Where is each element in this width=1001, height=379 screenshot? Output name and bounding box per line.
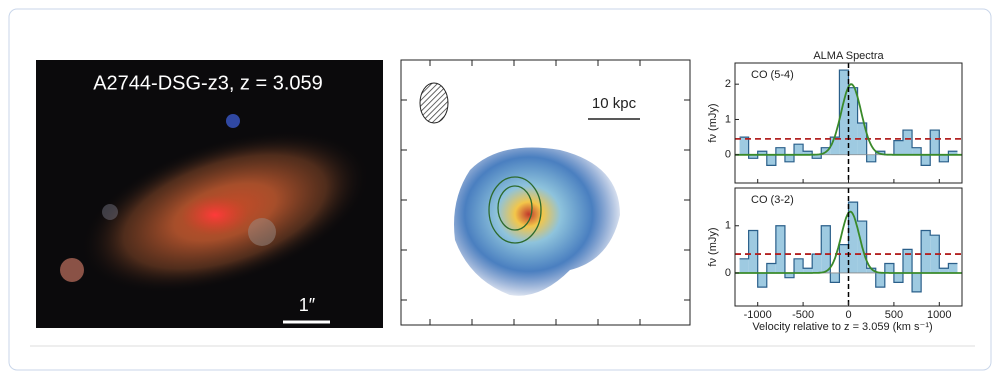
bar <box>921 154 931 166</box>
bar <box>857 123 867 155</box>
map-panel: 10 kpc <box>400 59 691 326</box>
bar <box>939 154 949 162</box>
image-panel: A2744-DSG-z3, z = 3.059 1″ <box>36 60 383 328</box>
y-tick-label: 0 <box>725 149 731 161</box>
bar <box>912 272 922 292</box>
y-tick-label: 0 <box>725 267 731 279</box>
x-tick-label: -500 <box>792 309 814 321</box>
panel-label: CO (5-4) <box>751 69 794 81</box>
bar <box>812 154 822 159</box>
bar <box>839 244 849 273</box>
bar <box>912 147 922 155</box>
bar <box>784 154 795 162</box>
bar <box>794 144 804 155</box>
bar <box>939 268 949 273</box>
bar <box>893 272 903 283</box>
bar <box>839 70 849 155</box>
bar <box>784 272 795 278</box>
x-tick-label: 0 <box>845 309 851 321</box>
bar <box>902 249 913 273</box>
bar <box>830 137 840 155</box>
bar <box>757 151 767 155</box>
bar <box>803 151 813 155</box>
bar <box>821 225 831 273</box>
x-tick-label: -1000 <box>744 309 772 321</box>
bar <box>948 263 958 273</box>
bar <box>748 230 758 273</box>
bar <box>830 272 840 283</box>
bar <box>893 140 903 155</box>
bar <box>775 147 785 155</box>
bar <box>884 263 894 273</box>
fit-curve <box>735 83 962 156</box>
bar <box>766 154 776 166</box>
bar <box>948 151 958 155</box>
bar <box>930 235 940 273</box>
bar <box>921 230 931 273</box>
bar <box>739 258 749 273</box>
bar <box>866 268 876 273</box>
bar <box>739 137 749 155</box>
bar <box>875 272 885 288</box>
bar <box>812 254 822 273</box>
step-line <box>739 69 958 166</box>
y-tick-label: 2 <box>725 78 731 90</box>
x-tick-label: 500 <box>885 309 903 321</box>
y-tick-label: 1 <box>725 220 731 232</box>
panel-label: CO (3-2) <box>751 194 794 206</box>
bar <box>794 258 804 273</box>
bar <box>902 130 913 155</box>
x-axis-label: Velocity relative to z = 3.059 (km s⁻¹) <box>752 321 932 333</box>
bar <box>848 87 858 155</box>
bar <box>757 272 767 288</box>
chart-title: ALMA Spectra <box>813 50 884 62</box>
x-tick-label: 1000 <box>927 309 951 321</box>
y-tick-label: 1 <box>725 113 731 125</box>
scale-label: 10 kpc <box>592 95 637 112</box>
bar <box>748 154 758 159</box>
scale-label: 1″ <box>299 295 316 315</box>
bar <box>930 130 940 155</box>
image-label: A2744-DSG-z3, z = 3.059 <box>93 72 323 94</box>
bar <box>766 263 776 273</box>
y-axis-label: fν (mJy) <box>707 103 719 142</box>
bar <box>848 202 858 273</box>
bar <box>775 225 785 273</box>
bar <box>866 154 876 162</box>
y-axis-label: fν (mJy) <box>707 227 719 266</box>
bar <box>803 268 813 273</box>
